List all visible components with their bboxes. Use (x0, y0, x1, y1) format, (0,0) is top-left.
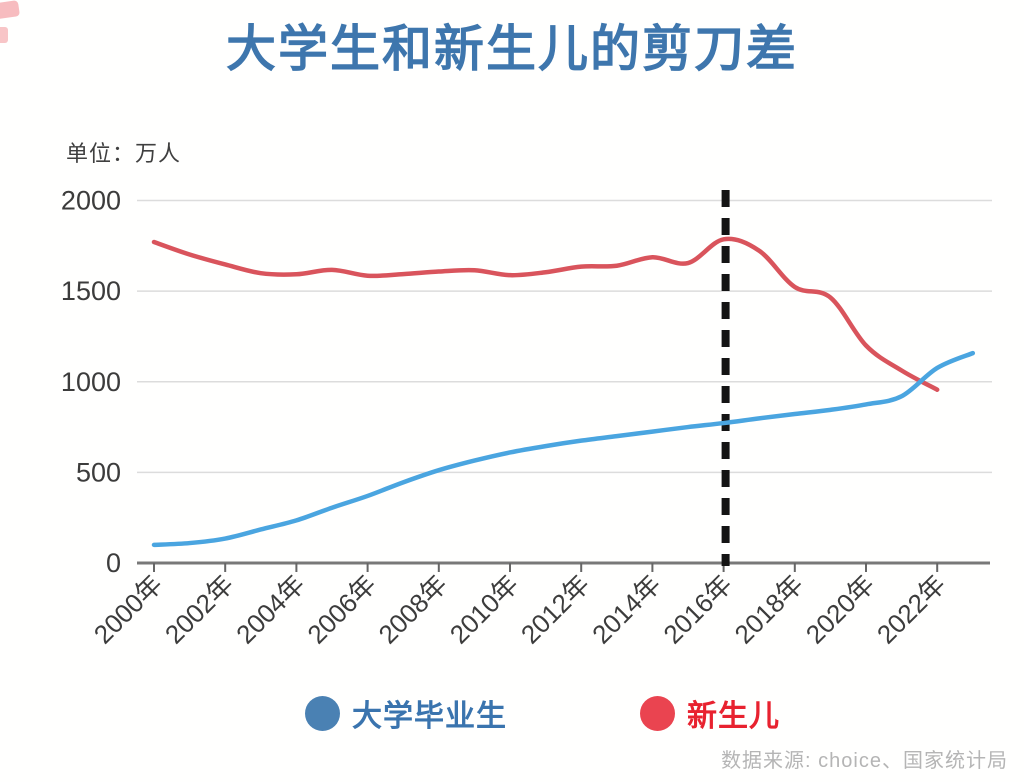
x-tick-label: 2006年 (301, 569, 381, 649)
y-axis-labels: 0 500 1000 1500 2000 (61, 186, 121, 579)
y-tick-label: 0 (106, 548, 121, 578)
y-tick-label: 2000 (61, 186, 121, 216)
x-tick-label: 2018年 (729, 569, 809, 649)
legend: 大学毕业生 新生儿 (0, 694, 1024, 734)
x-tick-label: 2020年 (800, 569, 880, 649)
x-tick-label: 2004年 (230, 569, 310, 649)
y-tick-label: 500 (76, 457, 121, 487)
y-tick-label: 1500 (61, 276, 121, 306)
newborns-legend-label: 新生儿 (687, 699, 780, 734)
x-tick-label: 2010年 (444, 569, 524, 649)
x-tick-label: 2016年 (657, 569, 737, 649)
data-source-note: 数据来源: choice、国家统计局 (721, 750, 1008, 772)
legend-item-graduates: 大学毕业生 (305, 694, 507, 734)
x-tick-label: 2008年 (373, 569, 453, 649)
legend-item-newborns: 新生儿 (640, 694, 780, 734)
graduates-line (151, 350, 976, 548)
x-tick-label: 2012年 (515, 569, 595, 649)
x-tick-label: 2000年 (88, 569, 168, 649)
x-axis-ticks (153, 563, 939, 572)
unit-label: 单位：万人 (66, 141, 182, 166)
x-tick-label: 2002年 (159, 569, 239, 649)
y-tick-label: 1000 (61, 367, 121, 397)
x-tick-label: 2014年 (586, 569, 666, 649)
graduates-legend-label: 大学毕业生 (352, 699, 507, 734)
newborns-legend-dot-icon (640, 695, 675, 731)
x-axis-labels: 2000年2002年2004年2006年2008年2010年2012年2014年… (88, 569, 952, 649)
newborns-line (151, 236, 940, 392)
gridlines (137, 199, 992, 474)
page-title: 大学生和新生儿的剪刀差 (226, 20, 798, 78)
edge-artifact (0, 27, 8, 43)
x-tick-label: 2022年 (871, 569, 951, 649)
graduates-legend-dot-icon (305, 695, 340, 731)
